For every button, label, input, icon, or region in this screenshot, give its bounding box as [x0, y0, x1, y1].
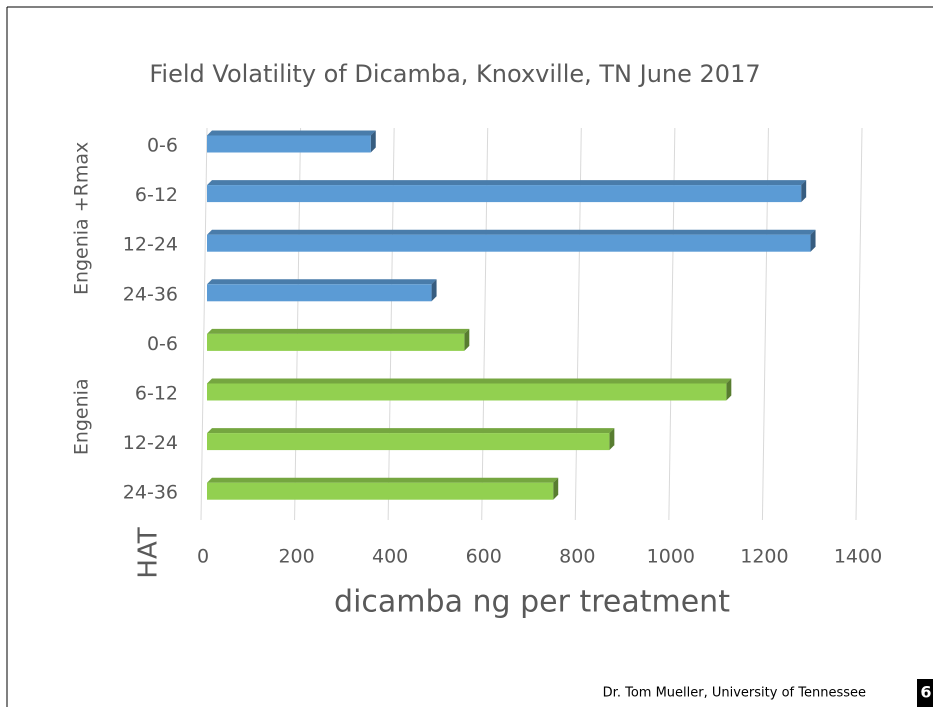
x-axis-title: dicamba ng per treatment: [334, 585, 730, 620]
y-tick-label: 0-6: [147, 135, 178, 157]
bar-top: [207, 477, 559, 483]
bar: [207, 185, 802, 203]
plot: 0 200 400 600 800 1000 1200 1400 0-6 6-12 12-24 24-…: [71, 127, 882, 568]
legend-label: Engenia +Rmax: [71, 142, 93, 295]
bar: [207, 433, 610, 451]
bar-side: [370, 130, 376, 153]
bar: [207, 482, 554, 500]
y-tick-label: 24-36: [123, 283, 178, 305]
bar-side: [810, 229, 816, 252]
bar-side: [431, 279, 437, 302]
bar-top: [207, 279, 437, 285]
bar: [207, 234, 811, 252]
x-tick-label: 200: [278, 546, 314, 568]
bar-top: [207, 428, 615, 434]
grid-line: [855, 127, 863, 521]
bar-top: [207, 130, 376, 136]
y-tick-label: 24-36: [123, 482, 178, 504]
y-tick-label: 0-6: [147, 333, 178, 355]
y-axis-title: HAT: [134, 527, 164, 578]
bar-side: [801, 180, 807, 203]
grid-line: [200, 127, 208, 521]
bar-side: [553, 477, 559, 500]
bar-side: [726, 378, 732, 401]
page-number: 6: [920, 683, 931, 702]
bar-top: [207, 229, 816, 235]
x-tick-label: 1200: [740, 546, 788, 568]
bar: [207, 284, 432, 302]
x-tick-label: 600: [466, 546, 502, 568]
bar-side: [609, 428, 615, 451]
page-number-box: [917, 679, 933, 707]
x-tick-label: 0: [197, 546, 209, 568]
chart-title: Field Volatility of Dicamba, Knoxville, …: [149, 60, 760, 88]
x-tick-label: 400: [372, 546, 408, 568]
bar-top: [207, 328, 470, 334]
bar-top: [207, 180, 807, 186]
legend-label: Engenia: [71, 378, 93, 455]
bar: [207, 333, 465, 351]
x-tick-label: 800: [559, 546, 595, 568]
bar-top: [207, 378, 732, 384]
y-tick-label: 6-12: [135, 383, 178, 405]
y-tick-label: 12-24: [123, 234, 178, 256]
bar: [207, 135, 371, 153]
bar-side: [464, 328, 470, 351]
y-tick-label: 6-12: [135, 184, 178, 206]
footer-credit: Dr. Tom Mueller, University of Tennessee: [603, 686, 866, 701]
bar: [207, 383, 727, 401]
y-tick-label: 12-24: [123, 432, 178, 454]
x-tick-label: 1000: [647, 546, 695, 568]
x-tick-label: 1400: [834, 546, 882, 568]
